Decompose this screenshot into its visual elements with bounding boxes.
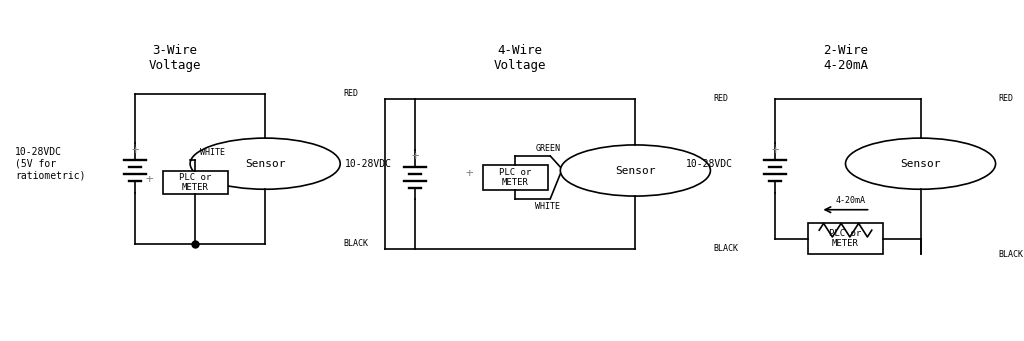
Text: +: + (412, 150, 419, 163)
Text: PLC or
METER: PLC or METER (179, 173, 211, 192)
Text: 4-Wire
Voltage: 4-Wire Voltage (494, 44, 547, 72)
Text: WHITE: WHITE (200, 148, 225, 157)
Text: RED: RED (343, 89, 358, 98)
Text: Sensor: Sensor (245, 159, 286, 169)
Text: 10-28VDC: 10-28VDC (685, 159, 732, 169)
Text: BLACK: BLACK (714, 244, 738, 253)
Text: 4-20mA: 4-20mA (836, 196, 865, 205)
Text: +: + (772, 144, 779, 157)
Text: BLACK: BLACK (998, 250, 1024, 258)
Text: RED: RED (714, 94, 728, 103)
Text: PLC or
METER: PLC or METER (499, 168, 531, 187)
Text: 10-28VDC: 10-28VDC (345, 159, 392, 169)
Text: +: + (145, 173, 153, 186)
Text: +: + (131, 144, 139, 157)
Text: PLC or
METER: PLC or METER (829, 229, 861, 248)
FancyBboxPatch shape (482, 165, 548, 190)
Text: +: + (465, 167, 473, 180)
Text: 2-Wire
4-20mA: 2-Wire 4-20mA (823, 44, 868, 72)
FancyBboxPatch shape (808, 223, 883, 254)
Text: 10-28VDC
(5V for
ratiometric): 10-28VDC (5V for ratiometric) (15, 147, 86, 180)
Text: Sensor: Sensor (900, 159, 941, 169)
Text: Sensor: Sensor (615, 165, 655, 176)
Text: GREEN: GREEN (536, 144, 560, 153)
Text: WHITE: WHITE (536, 202, 560, 211)
Text: 3-Wire
Voltage: 3-Wire Voltage (148, 44, 202, 72)
Text: BLACK: BLACK (343, 239, 369, 248)
Text: RED: RED (998, 94, 1014, 103)
FancyBboxPatch shape (163, 170, 227, 194)
